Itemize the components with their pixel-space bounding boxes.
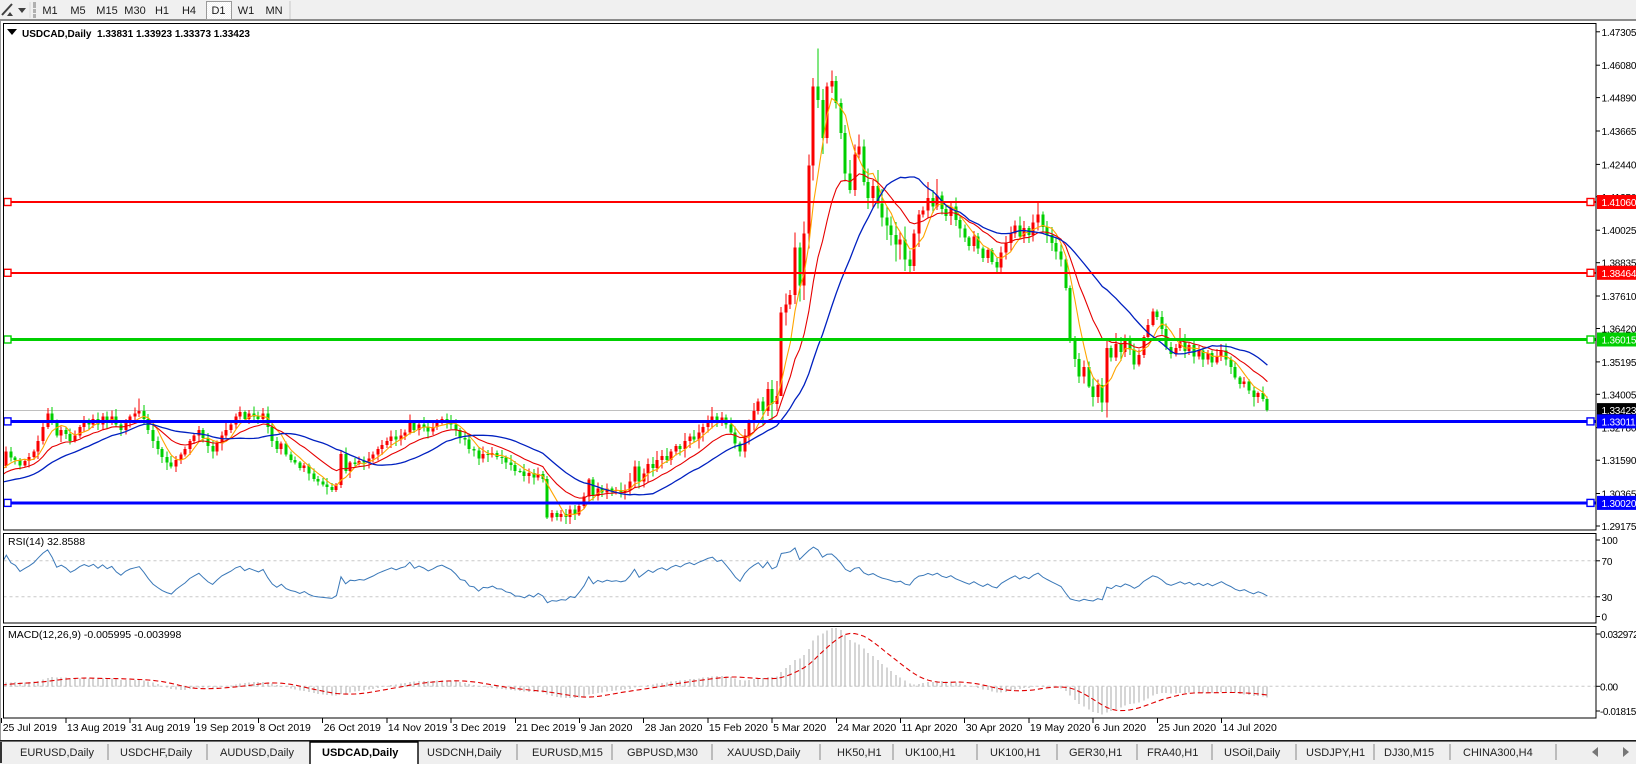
- svg-text:0: 0: [1602, 613, 1608, 624]
- svg-text:1.40025: 1.40025: [1602, 226, 1636, 237]
- svg-text:1.35195: 1.35195: [1602, 358, 1636, 369]
- svg-text:9 Jan 2020: 9 Jan 2020: [581, 722, 633, 734]
- svg-text:USDCAD,Daily: USDCAD,Daily: [322, 747, 399, 759]
- svg-text:15 Feb 2020: 15 Feb 2020: [709, 722, 768, 734]
- svg-text:MACD(12,26,9) -0.005995 -0.003: MACD(12,26,9) -0.005995 -0.003998: [8, 629, 182, 641]
- svg-text:D1: D1: [211, 5, 225, 17]
- svg-text:M15: M15: [96, 5, 117, 17]
- svg-text:H1: H1: [155, 5, 169, 17]
- svg-text:1.33011: 1.33011: [1602, 417, 1636, 428]
- svg-text:USDCNH,Daily: USDCNH,Daily: [427, 747, 502, 759]
- svg-text:1.47305: 1.47305: [1602, 28, 1636, 39]
- svg-text:1.42440: 1.42440: [1602, 160, 1636, 171]
- svg-text:AUDUSD,Daily: AUDUSD,Daily: [220, 747, 294, 759]
- svg-text:USDCAD,Daily 1.33831 1.33923: USDCAD,Daily 1.33831 1.33923 1.33373 1.3…: [22, 29, 250, 40]
- svg-text:XAUUSD,Daily: XAUUSD,Daily: [727, 747, 801, 759]
- svg-text:CHINA300,H4: CHINA300,H4: [1463, 747, 1533, 759]
- svg-text:FRA40,H1: FRA40,H1: [1147, 747, 1198, 759]
- svg-text:21 Dec 2019: 21 Dec 2019: [516, 722, 576, 734]
- svg-text:11 Apr 2020: 11 Apr 2020: [902, 722, 958, 734]
- svg-text:30 Apr 2020: 30 Apr 2020: [966, 722, 1023, 734]
- svg-text:UK100,H1: UK100,H1: [905, 747, 956, 759]
- svg-text:EURUSD,M15: EURUSD,M15: [532, 747, 603, 759]
- svg-text:1.34005: 1.34005: [1602, 390, 1636, 401]
- svg-text:M30: M30: [124, 5, 145, 17]
- svg-text:24 Mar 2020: 24 Mar 2020: [837, 722, 896, 734]
- svg-text:1.33423: 1.33423: [1602, 406, 1636, 417]
- svg-text:3 Dec 2019: 3 Dec 2019: [452, 722, 506, 734]
- svg-text:MN: MN: [265, 5, 282, 17]
- svg-text:USDCHF,Daily: USDCHF,Daily: [120, 747, 193, 759]
- svg-text:1.38835: 1.38835: [1602, 259, 1636, 270]
- svg-text:0.032972: 0.032972: [1600, 630, 1636, 641]
- svg-text:100: 100: [1602, 536, 1619, 547]
- svg-text:1.30020: 1.30020: [1602, 499, 1636, 510]
- svg-text:GBPUSD,M30: GBPUSD,M30: [627, 747, 698, 759]
- svg-text:HK50,H1: HK50,H1: [837, 747, 882, 759]
- svg-text:25 Jun 2020: 25 Jun 2020: [1158, 722, 1216, 734]
- svg-text:1.30365: 1.30365: [1602, 490, 1636, 501]
- svg-text:1.46080: 1.46080: [1602, 61, 1636, 72]
- svg-text:28 Jan 2020: 28 Jan 2020: [645, 722, 703, 734]
- svg-text:25 Jul 2019: 25 Jul 2019: [3, 722, 57, 734]
- svg-text:5 Mar 2020: 5 Mar 2020: [773, 722, 826, 734]
- svg-text:1.32780: 1.32780: [1602, 424, 1636, 435]
- svg-text:1.29175: 1.29175: [1602, 522, 1636, 533]
- svg-text:M1: M1: [42, 5, 57, 17]
- svg-text:6 Jun 2020: 6 Jun 2020: [1094, 722, 1146, 734]
- svg-text:1.36420: 1.36420: [1602, 325, 1636, 336]
- svg-text:14 Nov 2019: 14 Nov 2019: [388, 722, 448, 734]
- svg-text:RSI(14) 32.8588: RSI(14) 32.8588: [8, 536, 85, 548]
- svg-text:H4: H4: [182, 5, 196, 17]
- svg-text:1.43665: 1.43665: [1602, 127, 1636, 138]
- svg-text:GER30,H1: GER30,H1: [1069, 747, 1122, 759]
- svg-text:1.38464: 1.38464: [1602, 269, 1636, 280]
- svg-text:26 Oct 2019: 26 Oct 2019: [324, 722, 381, 734]
- svg-text:EURUSD,Daily: EURUSD,Daily: [20, 747, 94, 759]
- svg-text:USOil,Daily: USOil,Daily: [1224, 747, 1281, 759]
- svg-text:1.37610: 1.37610: [1602, 292, 1636, 303]
- svg-text:31 Aug 2019: 31 Aug 2019: [131, 722, 190, 734]
- svg-text:8 Oct 2019: 8 Oct 2019: [260, 722, 312, 734]
- svg-text:W1: W1: [238, 5, 255, 17]
- svg-text:DJ30,M15: DJ30,M15: [1384, 747, 1434, 759]
- svg-text:1.36015: 1.36015: [1602, 336, 1636, 347]
- svg-text:19 Sep 2019: 19 Sep 2019: [195, 722, 255, 734]
- svg-text:70: 70: [1602, 557, 1613, 568]
- svg-text:19 May 2020: 19 May 2020: [1030, 722, 1091, 734]
- svg-text:1.31590: 1.31590: [1602, 456, 1636, 467]
- svg-text:M5: M5: [70, 5, 85, 17]
- svg-text:0.00: 0.00: [1600, 682, 1619, 693]
- svg-text:1.41060: 1.41060: [1602, 198, 1636, 209]
- svg-text:30: 30: [1602, 593, 1613, 604]
- svg-text:14 Jul 2020: 14 Jul 2020: [1223, 722, 1277, 734]
- svg-text:UK100,H1: UK100,H1: [990, 747, 1041, 759]
- svg-text:1.44890: 1.44890: [1602, 94, 1636, 105]
- svg-text:13 Aug 2019: 13 Aug 2019: [67, 722, 126, 734]
- svg-text:-0.01815: -0.01815: [1600, 707, 1636, 718]
- svg-text:USDJPY,H1: USDJPY,H1: [1306, 747, 1365, 759]
